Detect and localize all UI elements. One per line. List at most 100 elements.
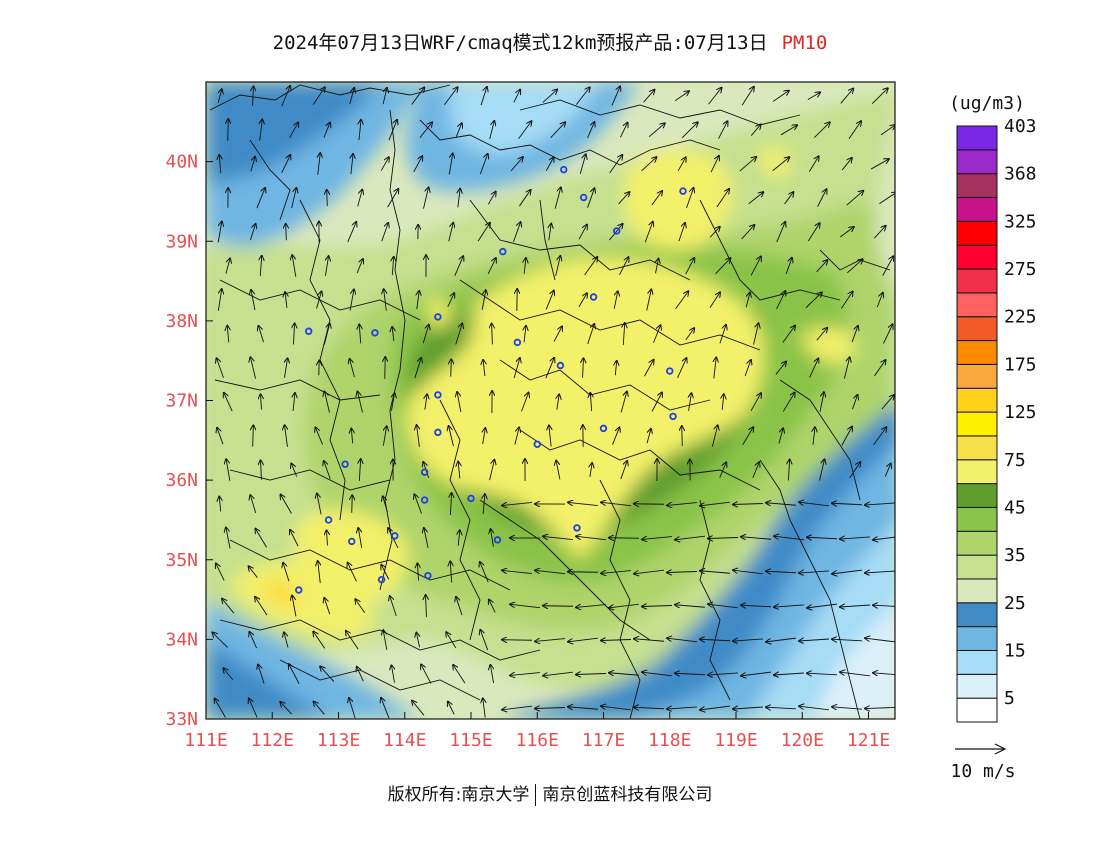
city-marker (391, 532, 399, 540)
wind-arrow (871, 88, 888, 105)
wind-arrow (807, 673, 838, 675)
wind-arrow (774, 536, 804, 541)
wind-arrow (250, 495, 257, 513)
wind-arrow (325, 392, 330, 413)
wind-arrow (876, 293, 883, 308)
wind-arrow (381, 565, 390, 580)
wind-arrow (808, 156, 818, 172)
city-marker (613, 227, 621, 235)
wind-arrow (805, 292, 822, 308)
chart-title: 2024年07月13日WRF/cmaq模式12km预报产品:07月13日 PM10 (0, 28, 1100, 55)
wind-arrow (832, 503, 863, 505)
wind-arrow (840, 537, 870, 539)
wind-arrow (775, 362, 786, 375)
wind-arrow (590, 393, 591, 412)
wind-arrow (483, 428, 486, 444)
wind-arrow (281, 495, 292, 514)
colorbar-bin (956, 673, 998, 699)
wind-arrow (852, 395, 858, 410)
wind-arrow (314, 702, 325, 715)
wind-arrow (576, 673, 607, 674)
colorbar-label: 35 (1004, 545, 1026, 566)
wind-arrow (601, 639, 632, 640)
wind-arrow (414, 358, 421, 379)
wind-arrow (700, 705, 730, 710)
wind-arrow (423, 187, 428, 209)
wind-arrow (576, 605, 606, 608)
wind-arrow (578, 225, 587, 240)
wind-arrow (634, 569, 664, 574)
wind-arrow (521, 393, 528, 412)
wind-arrow (350, 359, 355, 378)
wind-arrow (293, 393, 295, 412)
wind-arrow (549, 425, 551, 447)
wind-arrow (458, 530, 460, 546)
wind-arrow (327, 190, 328, 207)
wind-arrow (741, 225, 755, 240)
wind-arrow (284, 358, 287, 378)
wind-arrow (879, 192, 895, 204)
wind-arrow (678, 223, 685, 242)
colorbar-label: 368 (1004, 164, 1037, 185)
wind-arrow (880, 125, 895, 136)
wind-arrow (346, 631, 359, 650)
colorbar-bin (956, 363, 998, 389)
wind-arrow (841, 292, 852, 309)
wind-arrow (253, 86, 254, 106)
wind-arrow (648, 123, 665, 138)
colorbar-label: 45 (1004, 497, 1026, 518)
wind-arrow (324, 598, 331, 615)
city-marker (499, 247, 507, 256)
wind-arrow (422, 325, 429, 344)
x-tick-label: 119E (714, 730, 757, 751)
x-axis: 111E 112E 113E 114E 115E 116E 117E 118E 119E 120E… (184, 712, 890, 751)
wind-arrow (325, 256, 328, 276)
wind-arrow (870, 159, 889, 170)
colorbar-label: 25 (1004, 593, 1026, 614)
wind-arrow (799, 502, 829, 507)
wind-arrow (513, 222, 520, 243)
city-marker (434, 391, 442, 399)
copyright-right: 南京创蓝科技有限公司 (542, 785, 713, 805)
wind-arrow (543, 671, 573, 676)
wind-arrow (840, 89, 853, 104)
wind-arrow (317, 494, 322, 515)
wind-arrow (700, 639, 731, 641)
city-marker (434, 313, 442, 321)
wind-arrow (807, 223, 819, 242)
colorbar-bin (956, 435, 998, 461)
wind-arrow (715, 258, 731, 275)
wind-arrow (492, 324, 493, 345)
wind-arrow (841, 158, 852, 171)
wind-arrow (483, 494, 485, 514)
wind-arrow (450, 561, 451, 583)
wind-arrow (675, 605, 705, 607)
colorbar-bin (956, 244, 998, 270)
wind-arrow (851, 326, 858, 343)
wind-arrow (651, 191, 662, 206)
wind-arrow (733, 570, 763, 575)
city-marker (560, 165, 568, 174)
wind-arrow (383, 426, 386, 446)
x-tick-label: 113E (317, 730, 360, 751)
wind-arrow (549, 224, 551, 241)
wind-arrow (832, 707, 862, 709)
y-tick-label: 37N (165, 391, 198, 412)
wind-arrow (873, 605, 895, 607)
wind-arrow (700, 571, 730, 573)
colorbar-bin (956, 173, 998, 199)
wind-arrow (813, 427, 815, 445)
wind-arrow (651, 393, 662, 412)
wind-arrow (674, 91, 689, 102)
wind-arrow (448, 702, 455, 715)
wind-arrow (681, 122, 698, 139)
wind-arrow (601, 502, 631, 507)
colorbar-label: 403 (1004, 116, 1037, 137)
wind-arrow (457, 392, 462, 413)
wind-arrow (219, 155, 221, 174)
wind-arrow (226, 459, 231, 481)
wind-arrow (351, 154, 353, 175)
wind-arrow (733, 503, 764, 504)
colorbar-bin (956, 459, 998, 485)
wind-arrow (454, 256, 463, 276)
